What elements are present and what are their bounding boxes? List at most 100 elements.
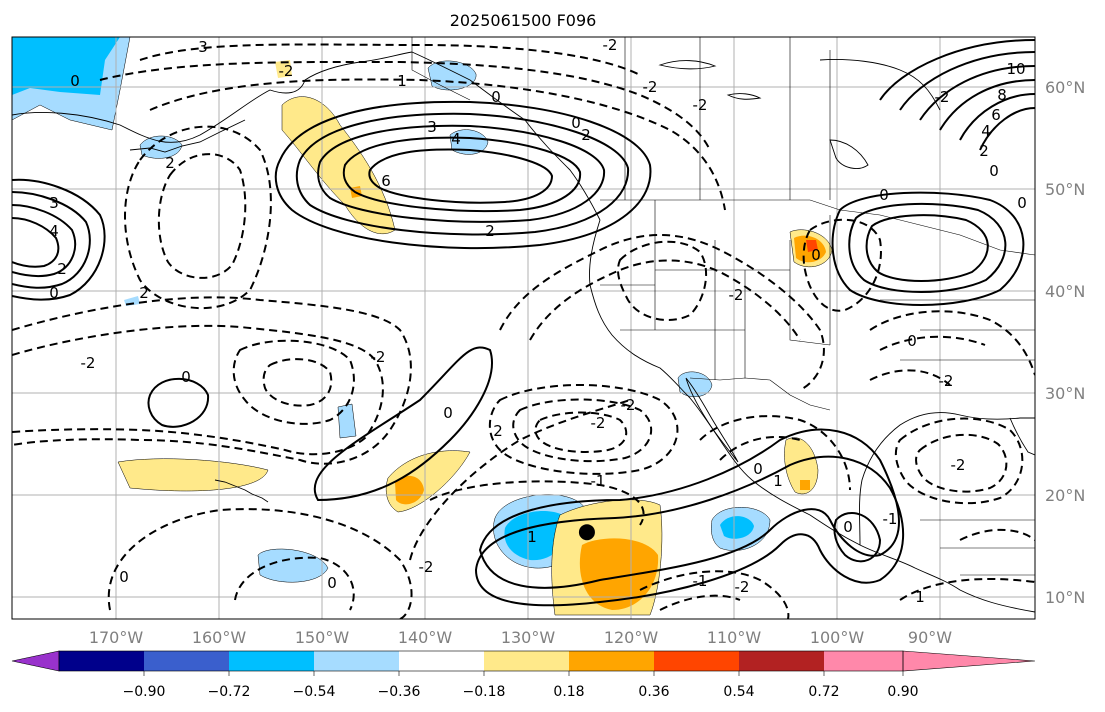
- contour-dashed-south-2: [659, 594, 741, 611]
- contour-label: -2: [81, 354, 96, 372]
- contour-dashed-caribbean-1: [894, 417, 1024, 505]
- contour-zero-mid: [313, 346, 493, 502]
- border-us-states: [600, 200, 1035, 380]
- contour-label: 0: [879, 186, 889, 204]
- contour-dashed-caribbean-4: [899, 578, 1035, 601]
- colorbar-segment: [59, 651, 144, 671]
- shade-orange-mex: [800, 480, 810, 490]
- coast-florida: [1009, 417, 1035, 456]
- contour-dashed-west-coast-3: [617, 240, 708, 321]
- contour-label: -1: [591, 472, 606, 490]
- point-marker: [578, 524, 595, 541]
- lon-label: 170°W: [89, 628, 144, 647]
- contour-label: -2: [591, 414, 606, 432]
- contour-dashed-mid-1: [12, 296, 412, 465]
- contour-label: 0: [49, 284, 59, 302]
- contour-label: 0: [907, 332, 917, 350]
- contour-label: 0: [753, 460, 763, 478]
- contour-high-gulf-2: [295, 112, 630, 236]
- contour-label: 2: [581, 126, 591, 144]
- contour-dashed-plains: [802, 218, 882, 312]
- contour-high-east-1: [831, 191, 1025, 306]
- contour-dashed-east-3: [869, 369, 951, 386]
- colorbar-segment: [739, 651, 824, 671]
- colorbar-segment: [144, 651, 229, 671]
- colorbar-tick-label: −0.72: [208, 684, 251, 700]
- colorbar-extend-low: [11, 650, 60, 672]
- contour-dashed-mex-2: [719, 436, 801, 461]
- lon-label: 90°W: [908, 628, 952, 647]
- coastlines: [12, 51, 1035, 613]
- contour-zero-west: [147, 377, 210, 428]
- contours-dashed: [12, 43, 1035, 619]
- contour-label: 1: [397, 72, 407, 90]
- contour-label: 2: [139, 284, 149, 302]
- shade-blue-bc: [449, 129, 489, 155]
- contour-dashed-caribbean-2: [915, 433, 1008, 493]
- contour-high-west-2: [12, 191, 91, 289]
- colorbar-frame: [58, 650, 904, 672]
- shade-cyan-east: [720, 516, 754, 539]
- colorbar-tick-label: 0.36: [638, 684, 669, 700]
- contour-dashed-ring-2: [157, 153, 247, 279]
- colorbar-extend-high: [902, 650, 1036, 672]
- colorbar-ticks: [143, 671, 904, 676]
- contour-zero-mex: [833, 511, 882, 563]
- coast-island-1: [658, 60, 717, 70]
- contour-label: 8: [997, 86, 1007, 104]
- lon-label: 110°W: [707, 628, 762, 647]
- contour-dashed-ring-1: [124, 125, 272, 310]
- contour-label: 4: [49, 222, 59, 240]
- contour-high-gulf-5: [368, 148, 554, 204]
- lon-label: 130°W: [501, 628, 556, 647]
- contour-high-west-3: [12, 204, 77, 278]
- contour-label: -2: [735, 578, 750, 596]
- shade-red-plains: [806, 240, 818, 252]
- contour-label: 1: [915, 588, 925, 606]
- contour-label: -2: [643, 78, 658, 96]
- contour-dashed-low-sw: [107, 508, 413, 619]
- contour-dashed-caribbean-3: [959, 528, 1035, 541]
- contour-label: 2: [485, 222, 495, 240]
- coast-gulf: [859, 412, 1035, 546]
- colorbar-tick-label: 0.72: [808, 684, 839, 700]
- contour-dashed-center-3: [534, 411, 628, 453]
- contour-label: -1: [883, 510, 898, 528]
- contour-label: -2: [621, 396, 636, 414]
- contour-label: 4: [451, 130, 461, 148]
- lat-label: 40°N: [1045, 282, 1085, 301]
- contour-label: 0: [843, 518, 853, 536]
- contour-label: 0: [119, 568, 129, 586]
- contour-high-ne-3: [919, 65, 1035, 121]
- gridlines: [12, 37, 1035, 619]
- contour-dashed-mex: [699, 415, 851, 491]
- contour-dashed-east-1: [869, 310, 1035, 376]
- shade-orange-mid: [395, 475, 424, 505]
- contour-label: 2: [493, 422, 503, 440]
- contour-high-gulf-1: [274, 100, 652, 250]
- contour-high-gulf-3: [317, 124, 606, 223]
- coast-island-2: [726, 93, 762, 100]
- contour-label: 0: [989, 162, 999, 180]
- contour-label: -2: [729, 286, 744, 304]
- colorbar-segment: [484, 651, 569, 671]
- border-alaska: [411, 37, 471, 101]
- contour-high-gulf-4: [342, 136, 582, 212]
- contour-label: -1: [693, 572, 708, 590]
- lat-label: 60°N: [1045, 78, 1085, 97]
- contour-dashed-mid-2: [12, 324, 384, 456]
- contour-label: 10: [1006, 60, 1025, 78]
- colorbar-segment: [569, 651, 654, 671]
- longitude-labels: 170°W 160°W 150°W 140°W 130°W 120°W 110°…: [89, 628, 952, 647]
- colorbar-tick-label: −0.18: [463, 684, 506, 700]
- lat-label: 10°N: [1045, 588, 1085, 607]
- coast-hudson: [819, 59, 941, 111]
- contour-dashed-east-2: [879, 335, 986, 351]
- contour-dashed-mid-4: [262, 358, 333, 407]
- contour-high-ne-1: [879, 39, 1035, 101]
- contour-high-ne-2: [899, 51, 1035, 111]
- contour-label: -2: [951, 456, 966, 474]
- contour-dashed-center-4: [429, 480, 645, 526]
- contour-label: -2: [693, 96, 708, 114]
- contour-label: 0: [181, 368, 191, 386]
